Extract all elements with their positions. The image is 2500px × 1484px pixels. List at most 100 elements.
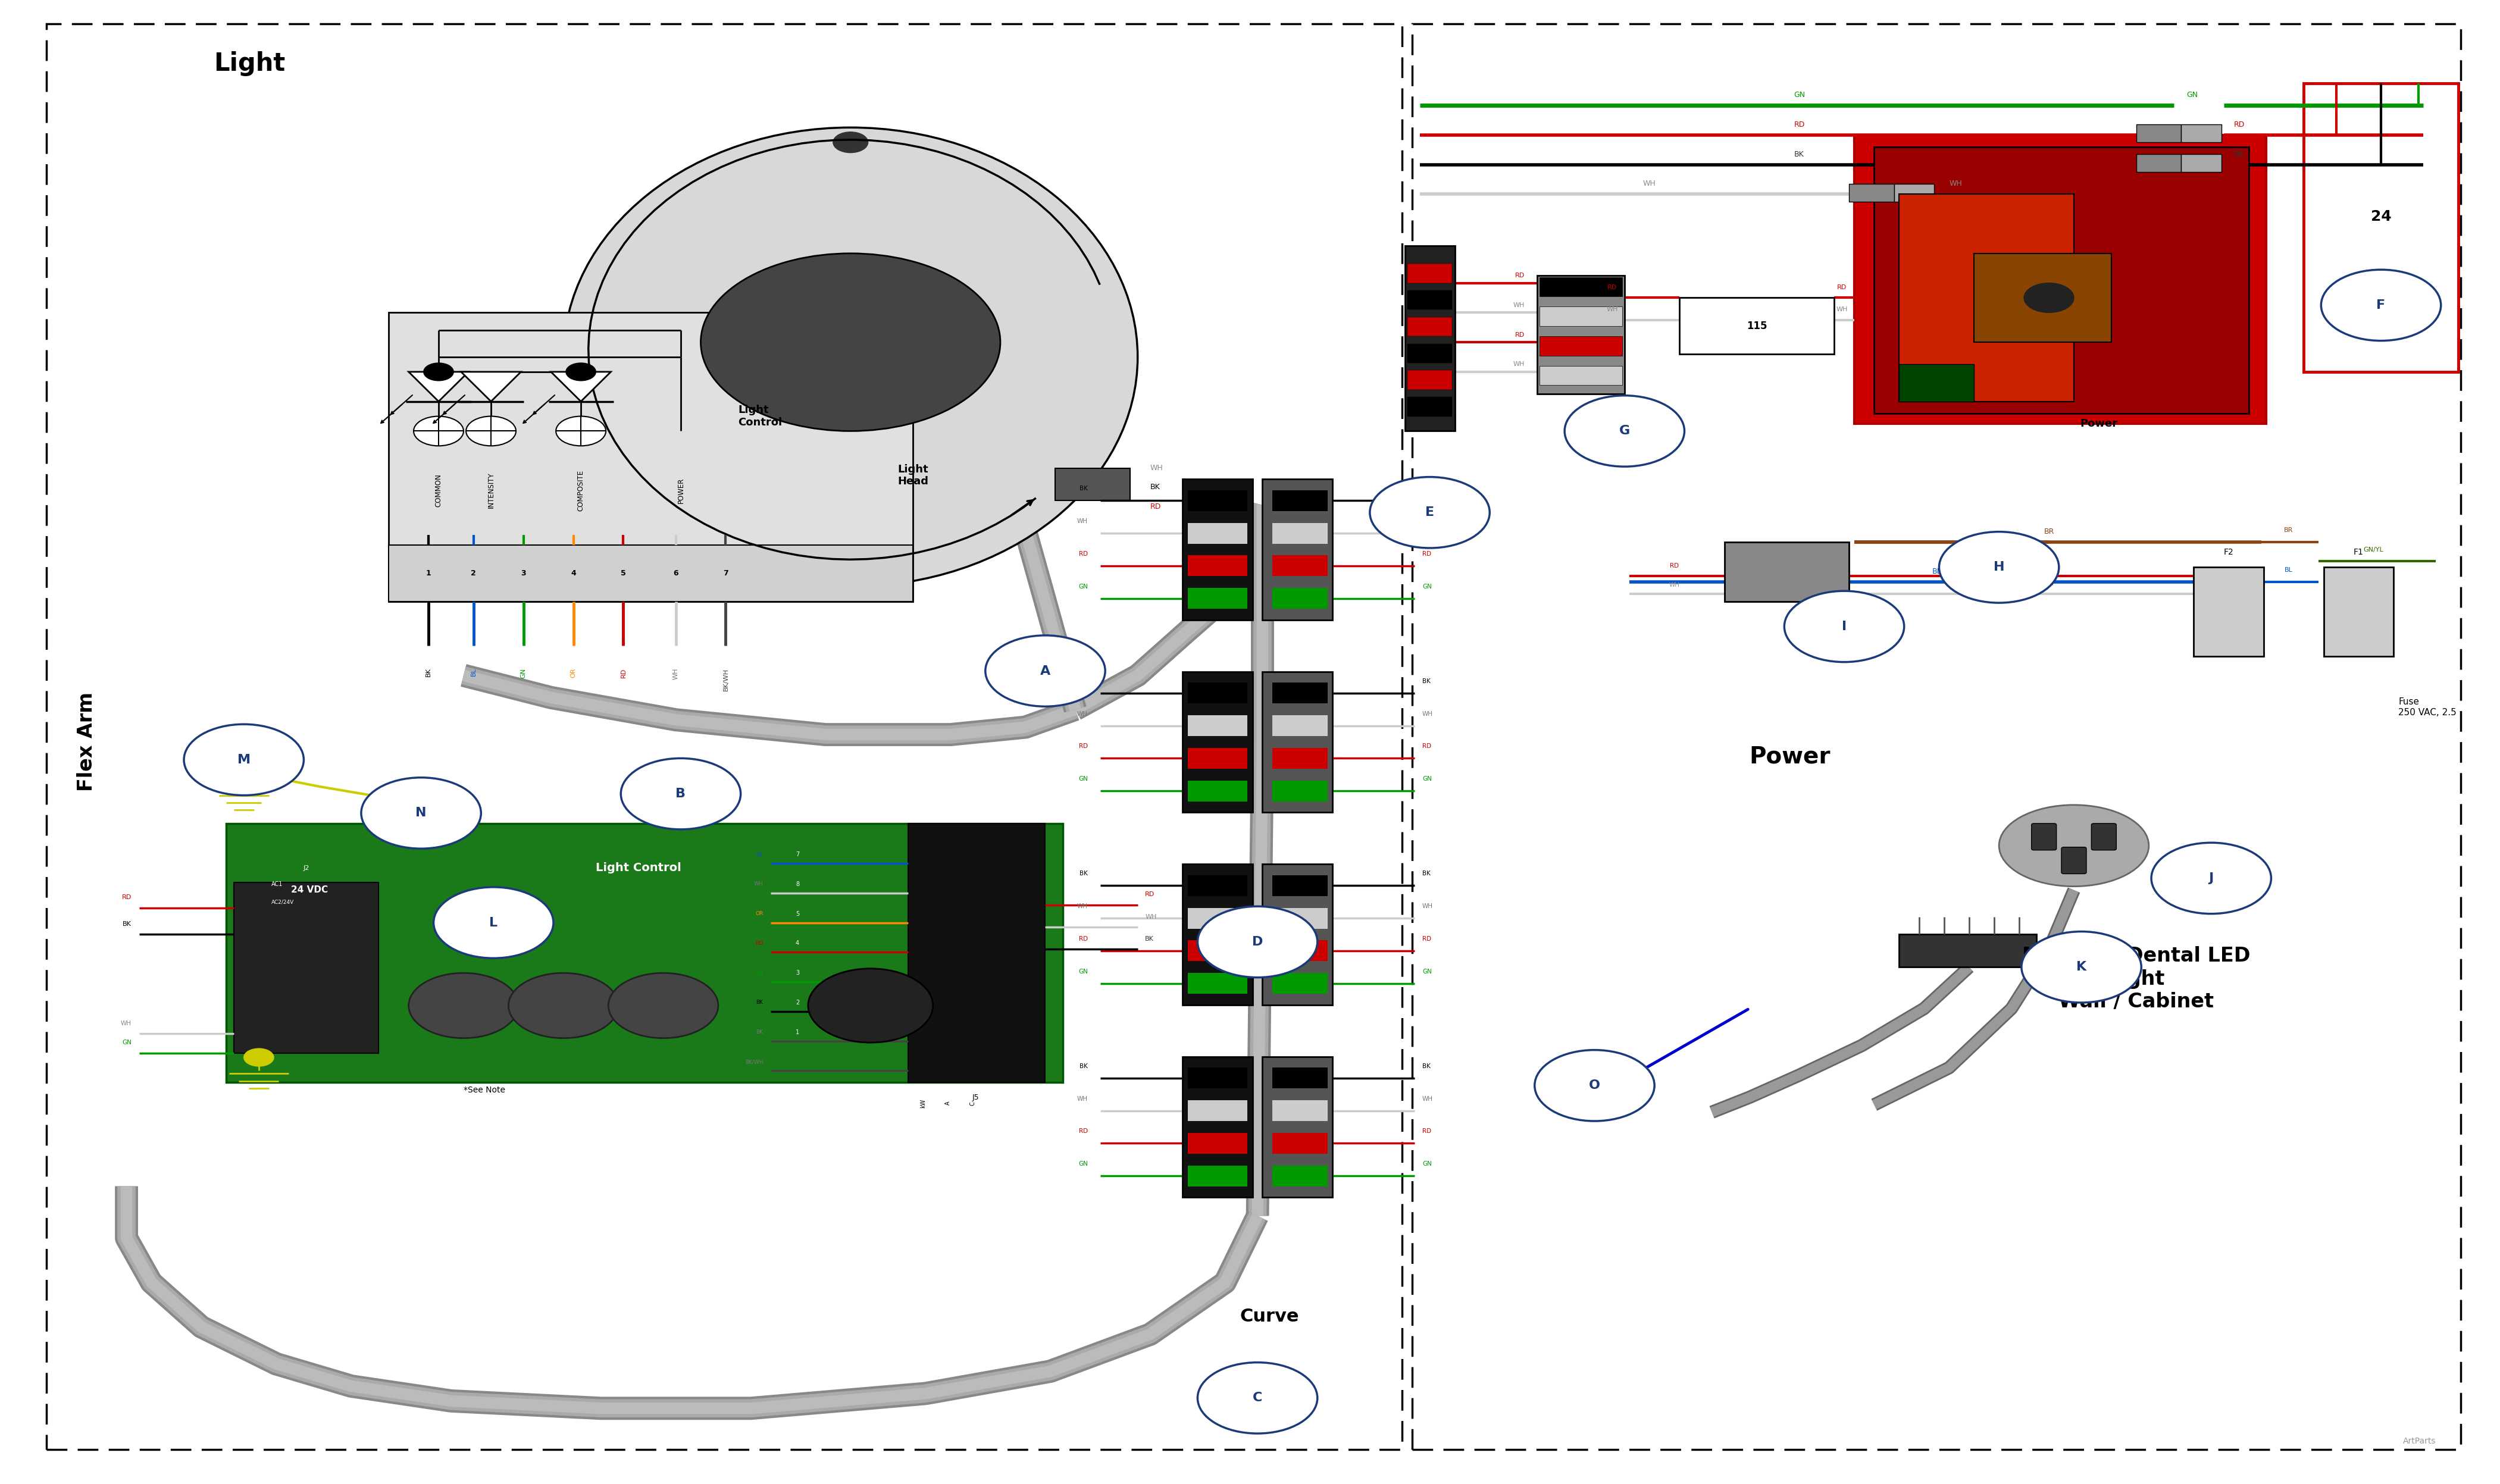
Circle shape <box>465 416 515 445</box>
Text: BK: BK <box>1795 150 1805 157</box>
Text: RD: RD <box>1078 936 1088 942</box>
Bar <box>1855 135 2265 423</box>
Bar <box>1055 467 1130 500</box>
Text: BK/WH: BK/WH <box>722 668 728 690</box>
Text: GN: GN <box>520 668 528 678</box>
Bar <box>1680 298 1835 355</box>
Bar <box>1895 184 1935 202</box>
Circle shape <box>413 416 462 445</box>
Circle shape <box>832 132 867 153</box>
Circle shape <box>608 974 717 1039</box>
Circle shape <box>1940 531 2060 603</box>
Circle shape <box>1785 591 1905 662</box>
Text: BK: BK <box>1422 1064 1430 1070</box>
Bar <box>1188 555 1248 576</box>
Circle shape <box>425 797 450 812</box>
Circle shape <box>360 778 480 849</box>
Text: BK: BK <box>2232 150 2242 157</box>
Bar <box>1262 672 1332 812</box>
Text: C: C <box>970 1101 975 1106</box>
Circle shape <box>985 635 1105 706</box>
Bar <box>1188 908 1248 929</box>
Circle shape <box>2023 932 2142 1003</box>
Text: J5: J5 <box>972 1094 980 1101</box>
FancyBboxPatch shape <box>2032 824 2058 850</box>
Circle shape <box>508 974 617 1039</box>
Text: Power: Power <box>1750 745 1830 769</box>
Text: F2: F2 <box>2222 548 2232 556</box>
Bar <box>1272 748 1328 769</box>
Text: Light
Head: Light Head <box>897 464 927 487</box>
Text: GN: GN <box>1792 91 1805 99</box>
Text: WH: WH <box>1150 464 1162 472</box>
Bar <box>1182 1057 1252 1198</box>
Text: WH: WH <box>1078 711 1088 717</box>
Circle shape <box>2025 283 2075 313</box>
Text: BR: BR <box>2045 528 2055 536</box>
Text: BK: BK <box>1150 484 1160 491</box>
Ellipse shape <box>562 128 1138 586</box>
Text: WH: WH <box>1835 307 1848 313</box>
Text: M: M <box>238 754 250 766</box>
Bar <box>1272 781 1328 801</box>
Text: BR: BR <box>2285 527 2292 533</box>
Text: RD: RD <box>1670 562 1680 568</box>
Text: BL: BL <box>758 852 762 858</box>
Bar <box>1182 864 1252 1005</box>
Text: Light
Control: Light Control <box>737 405 782 427</box>
Text: BK: BK <box>1422 871 1430 877</box>
Bar <box>2138 154 2182 172</box>
Text: RD: RD <box>755 941 762 947</box>
Text: WH: WH <box>672 668 678 680</box>
Text: Power: Power <box>2080 418 2118 429</box>
Circle shape <box>422 364 452 381</box>
Bar <box>1407 344 1452 364</box>
Text: RD: RD <box>1422 1128 1432 1134</box>
Text: BK: BK <box>425 668 432 677</box>
Text: RD: RD <box>1078 1128 1088 1134</box>
Text: BK: BK <box>1080 1064 1088 1070</box>
Bar <box>1272 1165 1328 1186</box>
Text: GN: GN <box>755 971 762 975</box>
Text: WH: WH <box>1422 711 1432 717</box>
Bar <box>1407 264 1452 283</box>
Text: GN/YL: GN/YL <box>2362 546 2382 552</box>
Text: WH: WH <box>1422 518 1432 524</box>
Text: WH: WH <box>120 1021 132 1027</box>
Text: COMPOSITE: COMPOSITE <box>578 469 585 510</box>
Bar <box>1262 864 1332 1005</box>
Text: BK: BK <box>755 1000 762 1005</box>
Text: J2: J2 <box>302 865 310 871</box>
Text: BK: BK <box>1080 678 1088 684</box>
Bar <box>1188 876 1248 896</box>
Text: BK: BK <box>1080 485 1088 491</box>
Text: RD: RD <box>1608 285 1618 291</box>
Circle shape <box>1565 396 1685 466</box>
Bar <box>1188 974 1248 994</box>
Bar <box>1272 876 1328 896</box>
Text: O: O <box>1590 1079 1600 1091</box>
Text: RD: RD <box>1422 743 1432 749</box>
Bar <box>1272 1068 1328 1088</box>
Bar <box>1188 588 1248 608</box>
Bar <box>1188 1132 1248 1153</box>
Text: RD: RD <box>1078 743 1088 749</box>
Text: A: A <box>945 1101 950 1106</box>
Text: ArtParts: ArtParts <box>2402 1437 2435 1445</box>
Text: BK: BK <box>1422 485 1430 491</box>
Text: L: L <box>490 917 498 929</box>
Text: GN: GN <box>2188 91 2198 99</box>
Text: RD: RD <box>2045 562 2052 568</box>
Text: RD: RD <box>1515 332 1525 338</box>
Text: WH: WH <box>1642 180 1655 187</box>
Text: D: D <box>1252 936 1262 948</box>
Text: WH: WH <box>1950 180 1962 187</box>
Bar <box>1272 974 1328 994</box>
Bar <box>1900 365 1975 402</box>
Text: BK: BK <box>1080 871 1088 877</box>
Bar <box>1188 748 1248 769</box>
Text: GN: GN <box>1078 1160 1088 1166</box>
Text: GN: GN <box>1078 583 1088 589</box>
Circle shape <box>555 416 605 445</box>
Circle shape <box>808 969 932 1043</box>
